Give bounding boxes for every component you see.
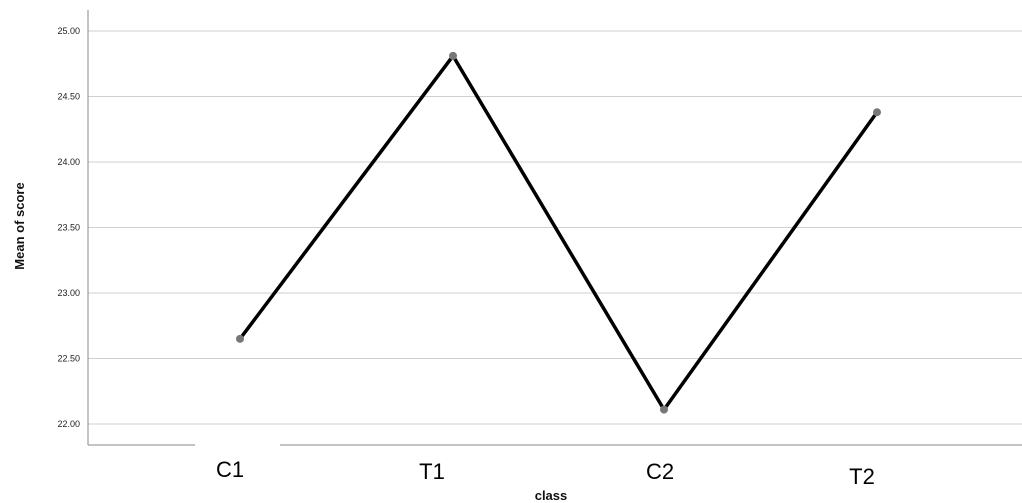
- x-category-label: T2: [849, 464, 875, 489]
- y-tick-label: 23.00: [57, 288, 80, 298]
- y-tick-label: 24.00: [57, 157, 80, 167]
- axis-gap: [195, 444, 280, 447]
- x-category-label: C1: [216, 457, 244, 482]
- data-point: [873, 108, 881, 117]
- x-category-label: C2: [646, 459, 674, 484]
- y-tick-labels: 22.00 22.50 23.00 23.50 24.00 24.50 25.00: [57, 26, 80, 429]
- y-tick-label: 23.50: [57, 223, 80, 233]
- data-point: [449, 51, 457, 60]
- y-tick-label: 24.50: [57, 92, 80, 102]
- data-point: [660, 405, 668, 414]
- axes: [87, 10, 1022, 447]
- y-tick-label: 25.00: [57, 26, 80, 36]
- y-tick-label: 22.50: [57, 354, 80, 364]
- series-layer: [236, 51, 881, 414]
- series-line: [238, 52, 879, 413]
- y-axis-title: Mean of score: [12, 182, 27, 269]
- y-tick-label: 22.00: [57, 419, 80, 429]
- x-category-label: T1: [419, 459, 445, 484]
- x-axis-title: class: [535, 488, 568, 503]
- gridlines: [88, 30, 1022, 425]
- data-point: [236, 334, 244, 343]
- x-category-labels: C1 T1 C2 T2: [216, 457, 875, 489]
